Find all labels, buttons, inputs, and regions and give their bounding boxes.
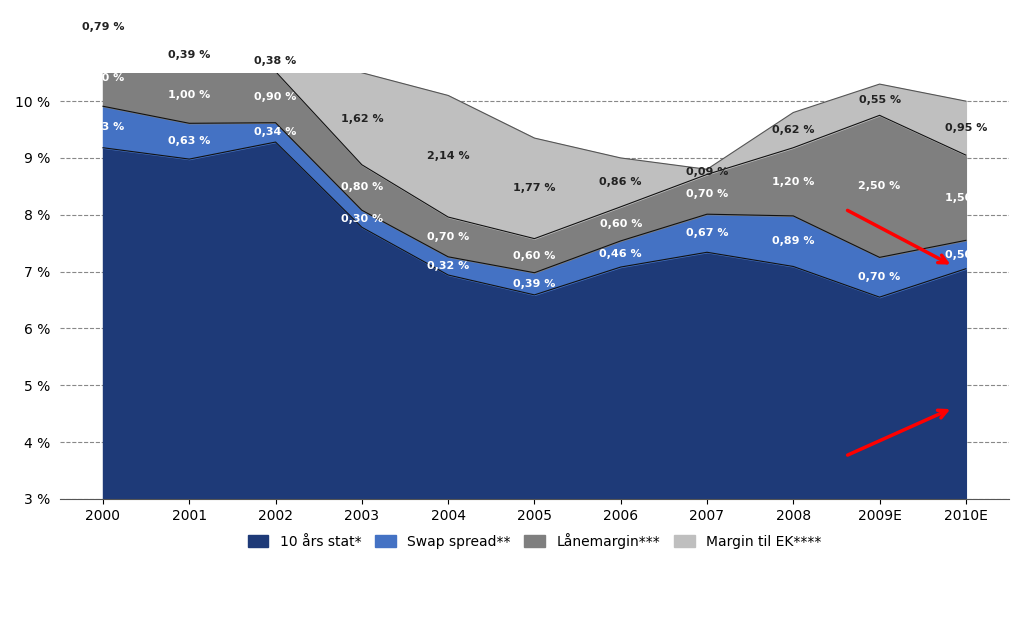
Text: 0,09 %: 0,09 % xyxy=(686,167,728,177)
Text: 2,50 %: 2,50 % xyxy=(858,181,901,191)
Text: 0,70 %: 0,70 % xyxy=(858,272,901,282)
Text: 1,00 %: 1,00 % xyxy=(168,90,210,100)
Text: 1,20 %: 1,20 % xyxy=(772,177,814,187)
Text: 0,95 %: 0,95 % xyxy=(945,123,987,133)
Text: 0,89 %: 0,89 % xyxy=(772,236,814,246)
Text: 0,46 %: 0,46 % xyxy=(599,249,642,259)
Text: 0,70 %: 0,70 % xyxy=(686,189,728,199)
Text: 0,79 %: 0,79 % xyxy=(82,22,124,32)
Text: 1,00 %: 1,00 % xyxy=(82,73,124,83)
Text: 0,55 %: 0,55 % xyxy=(858,94,901,105)
Text: 0,60 %: 0,60 % xyxy=(599,219,642,229)
Text: 0,86 %: 0,86 % xyxy=(599,177,642,188)
Text: 0,39 %: 0,39 % xyxy=(513,279,556,289)
Text: 1,50 %: 1,50 % xyxy=(945,193,987,203)
Text: 0,30 %: 0,30 % xyxy=(341,214,383,224)
Text: 0,90 %: 0,90 % xyxy=(254,92,297,102)
Text: 0,67 %: 0,67 % xyxy=(686,228,728,238)
Text: 0,39 %: 0,39 % xyxy=(168,50,211,61)
Text: 0,34 %: 0,34 % xyxy=(254,128,297,137)
Text: 0,60 %: 0,60 % xyxy=(513,251,556,261)
Text: 0,70 %: 0,70 % xyxy=(427,232,469,242)
Text: 0,63 %: 0,63 % xyxy=(168,136,211,146)
Text: 0,32 %: 0,32 % xyxy=(427,261,469,271)
Text: 1,62 %: 1,62 % xyxy=(341,114,383,124)
Text: 0,80 %: 0,80 % xyxy=(341,182,383,193)
Text: 2,14 %: 2,14 % xyxy=(427,151,469,161)
Text: 0,38 %: 0,38 % xyxy=(254,56,297,66)
Text: 0,50 %: 0,50 % xyxy=(945,249,987,260)
Text: 0,73 %: 0,73 % xyxy=(82,122,124,132)
Text: 0,62 %: 0,62 % xyxy=(772,125,814,135)
Legend: 10 års stat*, Swap spread**, Lånemargin***, Margin til EK****: 10 års stat*, Swap spread**, Lånemargin*… xyxy=(241,526,828,556)
Text: 1,77 %: 1,77 % xyxy=(513,183,556,193)
